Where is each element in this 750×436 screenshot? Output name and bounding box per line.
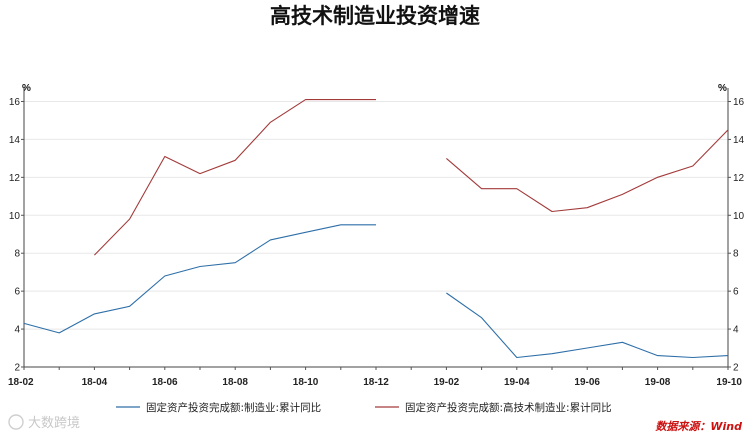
y-tick-label-right: 4 [733, 325, 739, 336]
source-label: 数据来源：Wind [655, 420, 742, 433]
y-ticks-right: 2 4 6 8 10 12 14 16 [728, 97, 745, 374]
x-tick-label: 19-10 [716, 377, 742, 388]
y-tick-label-right: 6 [733, 287, 739, 298]
chart-title: 高技术制造业投资增速 [270, 4, 480, 28]
y-tick-label-right: 12 [733, 173, 745, 184]
watermark-logo-icon [8, 414, 24, 430]
x-tick-label: 18-12 [363, 377, 389, 388]
legend: 固定资产投资完成额:制造业:累计同比 固定资产投资完成额:高技术制造业:累计同比 [116, 401, 612, 414]
y-ticks-left: 2 4 6 8 10 12 14 16 [9, 97, 24, 374]
watermark: 大数跨境 [8, 414, 80, 431]
x-tick-label: 18-08 [222, 377, 248, 388]
legend-label-series-2: 固定资产投资完成额:高技术制造业:累计同比 [405, 401, 612, 414]
y-unit-right: % [718, 83, 727, 94]
grid-lines [24, 100, 728, 368]
y-tick-label-left: 8 [14, 249, 20, 260]
y-tick-label-right: 16 [733, 97, 745, 108]
y-tick-label-right: 14 [733, 135, 745, 146]
x-tick-label: 19-06 [574, 377, 600, 388]
series-line-1 [23, 224, 729, 359]
x-tick-label: 18-04 [82, 377, 108, 388]
watermark-text: 大数跨境 [28, 416, 80, 431]
y-tick-label-left: 16 [9, 97, 21, 108]
x-tick-label: 19-08 [645, 377, 671, 388]
y-unit-left: % [22, 83, 31, 94]
axes [23, 88, 729, 368]
y-tick-label-left: 12 [9, 173, 21, 184]
y-tick-label-left: 14 [9, 135, 21, 146]
series-line-2 [94, 99, 729, 256]
y-tick-label-left: 2 [14, 363, 20, 374]
x-tick-label: 18-06 [152, 377, 178, 388]
series-lines [23, 99, 729, 359]
x-tick-label: 19-02 [434, 377, 460, 388]
x-tick-label: 18-10 [293, 377, 319, 388]
x-tick-label: 18-02 [8, 377, 34, 388]
y-tick-label-right: 8 [733, 249, 739, 260]
y-tick-label-left: 6 [14, 287, 20, 298]
y-tick-label-right: 2 [733, 363, 739, 374]
y-tick-label-left: 4 [14, 325, 20, 336]
x-ticks: 18-02 18-04 18-06 18-08 18-10 18-12 19-02 19-04… [8, 367, 742, 388]
legend-label-series-1: 固定资产投资完成额:制造业:累计同比 [146, 401, 321, 414]
x-tick-label: 19-04 [504, 377, 530, 388]
y-tick-label-right: 10 [733, 211, 745, 222]
y-tick-label-left: 10 [9, 211, 21, 222]
